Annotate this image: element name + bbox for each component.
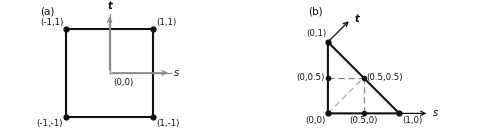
Text: (-1,-1): (-1,-1): [36, 119, 63, 128]
Text: s: s: [174, 68, 178, 78]
Text: (0,0.5): (0,0.5): [296, 73, 325, 82]
Text: (-1,1): (-1,1): [40, 18, 63, 27]
Text: (0.5,0): (0.5,0): [350, 116, 378, 125]
Text: (0.5,0.5): (0.5,0.5): [366, 73, 403, 82]
Text: (0,1): (0,1): [306, 29, 326, 39]
Text: (1,1): (1,1): [156, 18, 176, 27]
Text: (1,-1): (1,-1): [156, 119, 180, 128]
Text: (0,0): (0,0): [113, 78, 134, 87]
Text: (1,0): (1,0): [402, 116, 422, 125]
Text: (0,0): (0,0): [305, 116, 325, 125]
Text: (b): (b): [308, 6, 322, 16]
Text: t: t: [107, 1, 112, 11]
Text: (a): (a): [40, 6, 55, 16]
Text: s: s: [433, 108, 438, 118]
Text: t: t: [354, 14, 359, 24]
